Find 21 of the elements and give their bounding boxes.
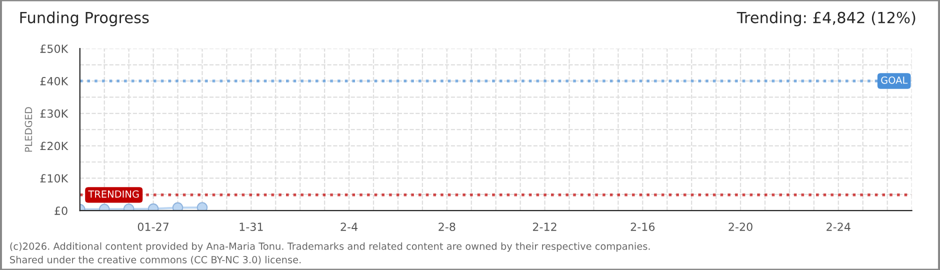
chart-title: Funding Progress	[20, 12, 149, 26]
y-tick-label: £50K	[40, 44, 68, 53]
x-tick-label: 2-12	[532, 222, 556, 231]
text: Shared under the creative commons (CC BY-NC 3.0) license.	[10, 256, 301, 265]
ref-line-label: TRENDING	[88, 190, 139, 198]
y-axis-title: PLEDGED	[24, 107, 32, 152]
y-tick-label: £20K	[40, 142, 68, 150]
y-tick-label: £10K	[40, 174, 68, 183]
chart-subtitle: Trending: £4,842 (12%)	[736, 12, 916, 26]
ref-line-label: GOAL	[881, 76, 908, 84]
x-tick-label: 2-24	[826, 222, 850, 231]
x-tick-label: 1-31	[240, 222, 263, 232]
x-tick-label: 2-20	[728, 222, 752, 232]
x-tick-label: 2-4	[340, 222, 358, 231]
y-tick-label: £40K	[40, 76, 68, 86]
text: (c)2026. Additional content provided by Ana-Maria Tonu. Trademarks and related content are owned by their respective companies.	[10, 242, 650, 252]
x-tick-label: 2-8	[438, 222, 456, 232]
x-tick-label: 01-27	[138, 222, 168, 232]
y-tick-label: £30K	[40, 109, 68, 118]
y-tick-label: £0	[54, 206, 68, 215]
x-tick-label: 2-16	[630, 222, 655, 232]
